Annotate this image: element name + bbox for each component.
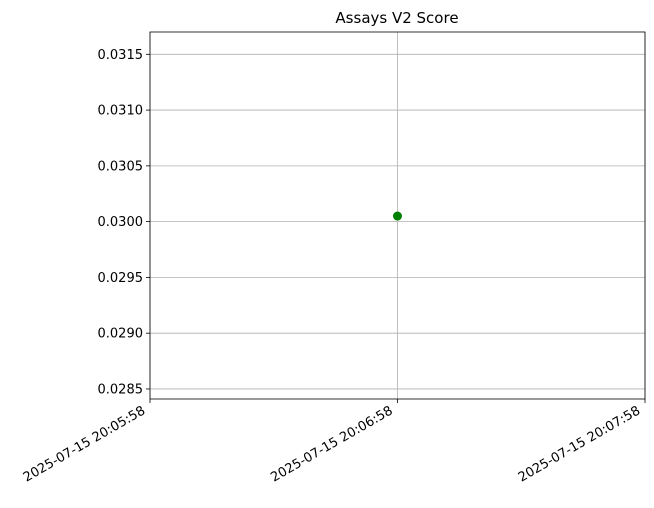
y-tick-label: 0.0305 [98,159,144,174]
x-tick-label: 2025-07-15 20:05:58 [21,403,148,485]
chart-title: Assays V2 Score [335,9,458,27]
y-tick-label: 0.0310 [98,104,144,119]
x-tick-label: 2025-07-15 20:06:58 [268,403,395,485]
y-tick-label: 0.0290 [98,327,144,342]
data-point [393,211,402,221]
y-axis: 0.0285 0.0290 0.0295 0.0300 0.0305 0.0310 0.03… [98,48,150,397]
x-tick-label: 2025-07-15 20:07:58 [516,403,643,485]
y-tick-label: 0.0300 [98,215,144,230]
plot-area [393,211,402,221]
y-tick-label: 0.0295 [98,271,144,286]
y-tick-label: 0.0315 [98,48,144,63]
y-tick-label: 0.0285 [98,382,144,397]
x-axis: 2025-07-15 20:05:58 2025-07-15 20:06:58 20… [21,399,646,486]
